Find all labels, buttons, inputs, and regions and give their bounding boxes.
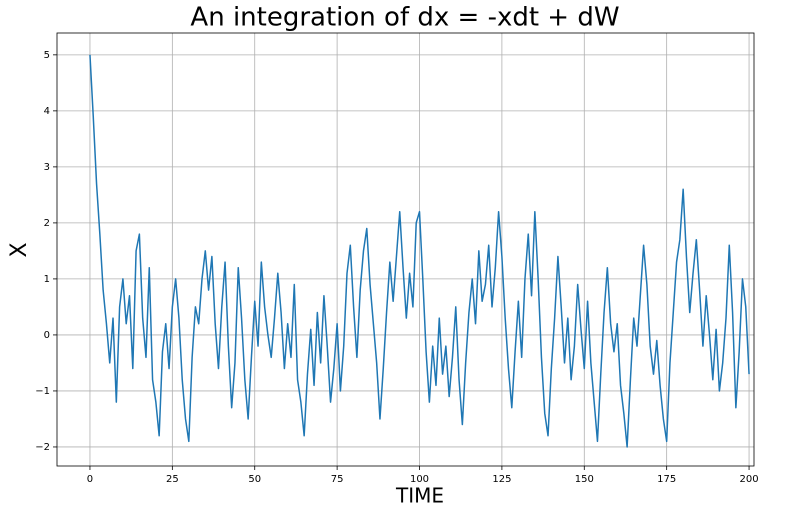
x-tick-label: 200: [740, 474, 759, 485]
y-tick-label: 0: [44, 330, 50, 341]
x-tick-label: 25: [166, 474, 179, 485]
y-tick-label: −1: [35, 386, 50, 397]
y-axis-label: X: [7, 242, 32, 257]
plot-frame: [56, 32, 755, 467]
chart-title: An integration of dx = -xdt + dW: [190, 3, 619, 33]
y-tick-label: 5: [44, 50, 50, 61]
x-tick-label: 150: [575, 474, 594, 485]
x-tick-label: 0: [87, 474, 93, 485]
x-tick-label: 100: [410, 474, 429, 485]
x-tick-label: 50: [248, 474, 261, 485]
y-tick-label: 4: [44, 106, 50, 117]
data-line: [89, 54, 750, 448]
x-axis-label: TIME: [395, 484, 444, 508]
y-tick-label: 3: [44, 162, 50, 173]
y-tick-label: −2: [35, 442, 50, 453]
x-tick-label: 125: [492, 474, 511, 485]
y-tick-label: 2: [44, 218, 50, 229]
x-tick-label: 75: [331, 474, 344, 485]
x-tick-label: 175: [657, 474, 676, 485]
y-tick-label: 1: [44, 274, 50, 285]
